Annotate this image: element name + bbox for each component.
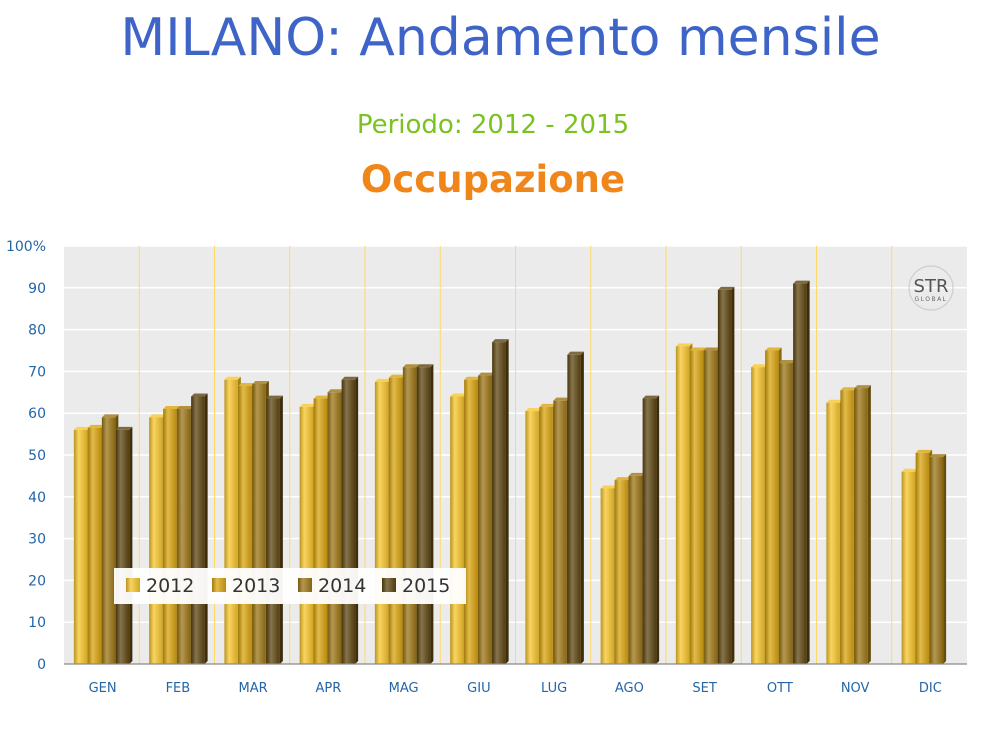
legend-swatch	[126, 578, 140, 592]
y-tick-label: 100%	[6, 239, 46, 255]
logo-ring	[908, 265, 954, 311]
legend-swatch	[212, 578, 226, 592]
x-tick-label: SET	[692, 681, 716, 696]
bar-2015-MAG	[416, 364, 434, 664]
x-tick-label: NOV	[841, 681, 870, 696]
x-tick-label: MAG	[389, 681, 419, 696]
x-tick-label: GIU	[467, 681, 490, 696]
bar-2015-SET	[717, 286, 735, 664]
bar-2015-MAR	[266, 395, 283, 664]
y-tick-label: 10	[28, 615, 46, 631]
y-tick-label: 60	[28, 406, 46, 422]
page-title: MILANO: Andamento mensile	[120, 8, 881, 68]
x-tick-label: AGO	[615, 681, 644, 696]
legend-label: 2015	[402, 575, 450, 597]
y-tick-label: 90	[28, 281, 46, 297]
chart-legend: 2012 2013 2014 2015	[114, 568, 466, 604]
bar-2015-OTT	[793, 280, 810, 664]
legend-box	[114, 568, 466, 604]
bar-2015-APR	[341, 376, 359, 664]
y-tick-label: 70	[28, 364, 46, 380]
x-tick-label: MAR	[239, 681, 268, 696]
bar-2015-GEN	[115, 426, 133, 664]
x-tick-label: OTT	[767, 681, 793, 696]
legend-label: 2014	[318, 575, 366, 597]
x-tick-label: LUG	[541, 681, 567, 696]
x-tick-label: FEB	[166, 681, 191, 696]
legend-label: 2013	[232, 575, 280, 597]
bar-2015-AGO	[642, 395, 660, 664]
metric-title: Occupazione	[360, 158, 626, 201]
y-tick-label: 80	[28, 323, 46, 339]
y-tick-label: 50	[28, 448, 46, 464]
y-tick-label: 40	[28, 490, 46, 506]
logo-subtext: GLOBAL	[914, 296, 947, 303]
y-tick-label: 20	[28, 573, 46, 589]
legend-item-2013: 2013	[212, 575, 280, 597]
legend-item-2012: 2012	[126, 575, 194, 597]
period-subtitle: Periodo: 2012 - 2015	[356, 110, 630, 140]
x-tick-label: APR	[315, 681, 341, 696]
bar-2014-DIC	[929, 454, 947, 664]
bar-2014-NOV	[854, 385, 871, 664]
y-tick-label: 30	[28, 532, 46, 548]
legend-swatch	[298, 578, 312, 592]
x-tick-label: GEN	[89, 681, 117, 696]
x-tick-label: DIC	[919, 681, 942, 696]
legend-item-2015: 2015	[382, 575, 450, 597]
bar-2015-FEB	[191, 393, 208, 664]
legend-label: 2012	[146, 575, 194, 597]
legend-swatch	[382, 578, 396, 592]
str-global-logo: STR GLOBAL	[908, 265, 954, 311]
legend-item-2014: 2014	[298, 575, 366, 597]
y-tick-label: 0	[37, 657, 46, 673]
logo-text: STR	[914, 276, 949, 297]
bar-2015-GIU	[492, 339, 509, 664]
bar-2015-LUG	[567, 351, 584, 664]
